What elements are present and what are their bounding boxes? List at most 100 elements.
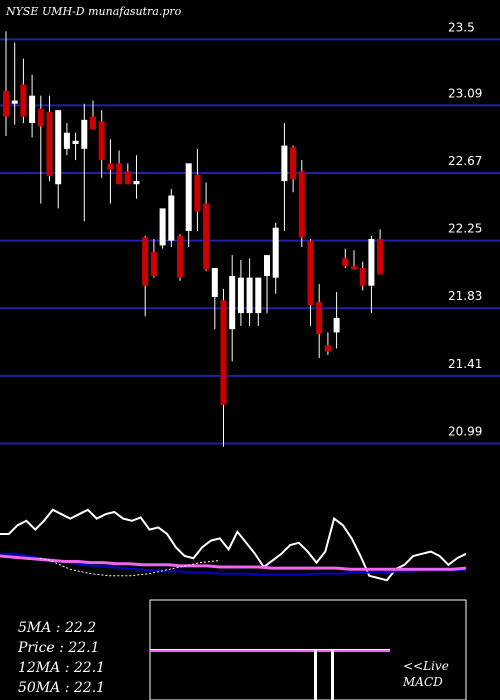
candle: [55, 110, 62, 209]
candle-body: [29, 95, 36, 124]
candle: [133, 155, 140, 199]
y-tick-label: 20.99: [448, 425, 482, 439]
candle-body: [72, 140, 79, 144]
candle-body: [142, 237, 149, 286]
candle-body: [55, 110, 62, 185]
candle: [142, 235, 149, 317]
candle-body: [307, 240, 314, 306]
candle: [298, 160, 305, 248]
candle: [107, 139, 114, 204]
price-axis-tick-labels: 23.5 23.09 22.67 22.25 21.83 21.41 20.99: [448, 20, 482, 438]
candle: [3, 31, 9, 136]
candle-body: [81, 119, 88, 149]
candle: [342, 248, 349, 268]
candle: [316, 284, 323, 359]
stats-block: 5MA : 22.2 Price : 22.1 12MA : 22.1 50MA…: [17, 620, 105, 696]
candle: [264, 255, 270, 314]
y-tick-label: 22.67: [448, 154, 482, 168]
candle-body: [203, 203, 210, 270]
stat-price-label: Price : 22.1: [17, 640, 100, 656]
candle: [237, 259, 244, 326]
candle-body: [185, 163, 192, 231]
candle-body: [342, 258, 349, 267]
candle: [377, 229, 384, 275]
candle-body: [333, 317, 340, 333]
candle: [46, 95, 53, 182]
candle-body: [368, 239, 375, 286]
candle-body: [107, 163, 114, 170]
candle: [359, 261, 366, 291]
y-tick-label: 21.83: [448, 289, 482, 303]
candle-body: [124, 171, 131, 185]
candle: [351, 250, 357, 270]
stat-12ma-label: 12MA : 22.1: [18, 660, 105, 676]
candle-body: [272, 227, 279, 278]
candle: [324, 332, 331, 355]
candle-body: [290, 147, 297, 180]
candle: [72, 132, 79, 161]
candle: [281, 123, 288, 231]
indicator-line: [0, 554, 467, 571]
candle-body: [46, 111, 53, 177]
candle-body: [116, 163, 123, 185]
candle: [246, 258, 253, 326]
candle: [116, 150, 123, 185]
candle-body: [377, 239, 384, 275]
candle: [229, 255, 236, 362]
candle: [185, 163, 192, 248]
candle: [290, 145, 297, 193]
stat-5ma-label: 5MA : 22.2: [18, 620, 96, 636]
candle: [220, 288, 227, 447]
y-tick-label: 21.41: [448, 357, 482, 371]
y-tick-label: 22.25: [448, 222, 482, 236]
candle-body: [90, 116, 96, 130]
candle: [177, 234, 183, 281]
candle: [333, 292, 340, 349]
candle-body: [133, 181, 140, 185]
candle-body: [246, 277, 253, 314]
candle: [203, 182, 210, 272]
candlestick-series: [3, 31, 384, 447]
stat-50ma-label: 50MA : 22.1: [18, 680, 105, 696]
chart-title: NYSE UMH-D munafasutra.pro: [5, 5, 182, 18]
candle-body: [194, 174, 201, 212]
candle-body: [264, 255, 270, 277]
candle: [150, 239, 157, 278]
candle-body: [150, 251, 157, 277]
live-label: <<Live: [403, 659, 449, 673]
candle: [63, 123, 70, 156]
candle-body: [255, 277, 262, 314]
macd-histogram-bar: [314, 650, 317, 700]
candle: [98, 110, 105, 178]
indicator-line: [0, 552, 466, 576]
candle-body: [159, 208, 166, 246]
candle-body: [11, 100, 18, 104]
candle-body: [229, 276, 236, 330]
candle: [11, 42, 18, 125]
candle-body: [3, 90, 9, 117]
price-gridlines: [0, 38, 500, 445]
candle: [124, 163, 131, 185]
candle-body: [98, 121, 105, 161]
candle-body: [316, 301, 323, 335]
y-tick-label: 23.5: [448, 20, 475, 34]
candle-body: [220, 300, 227, 405]
candle: [159, 208, 166, 249]
y-tick-label: 23.09: [448, 86, 482, 100]
macd-label: MACD: [402, 675, 443, 689]
candle-body: [359, 267, 366, 286]
macd-lines: [150, 649, 390, 652]
candle: [37, 95, 44, 204]
candle-body: [177, 235, 183, 278]
candle-body: [20, 84, 27, 117]
candle: [272, 222, 279, 294]
candle-body: [211, 267, 218, 297]
candle: [194, 148, 201, 231]
indicator-line: [39, 557, 221, 577]
candle-body: [281, 145, 288, 182]
macd-histogram-bar: [331, 650, 334, 700]
candle-body: [37, 108, 44, 127]
candle-body: [298, 171, 305, 238]
candle: [368, 235, 375, 314]
